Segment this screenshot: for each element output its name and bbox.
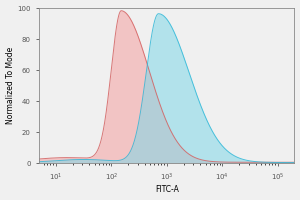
X-axis label: FITC-A: FITC-A xyxy=(155,185,179,194)
Y-axis label: Normalized To Mode: Normalized To Mode xyxy=(6,47,15,124)
